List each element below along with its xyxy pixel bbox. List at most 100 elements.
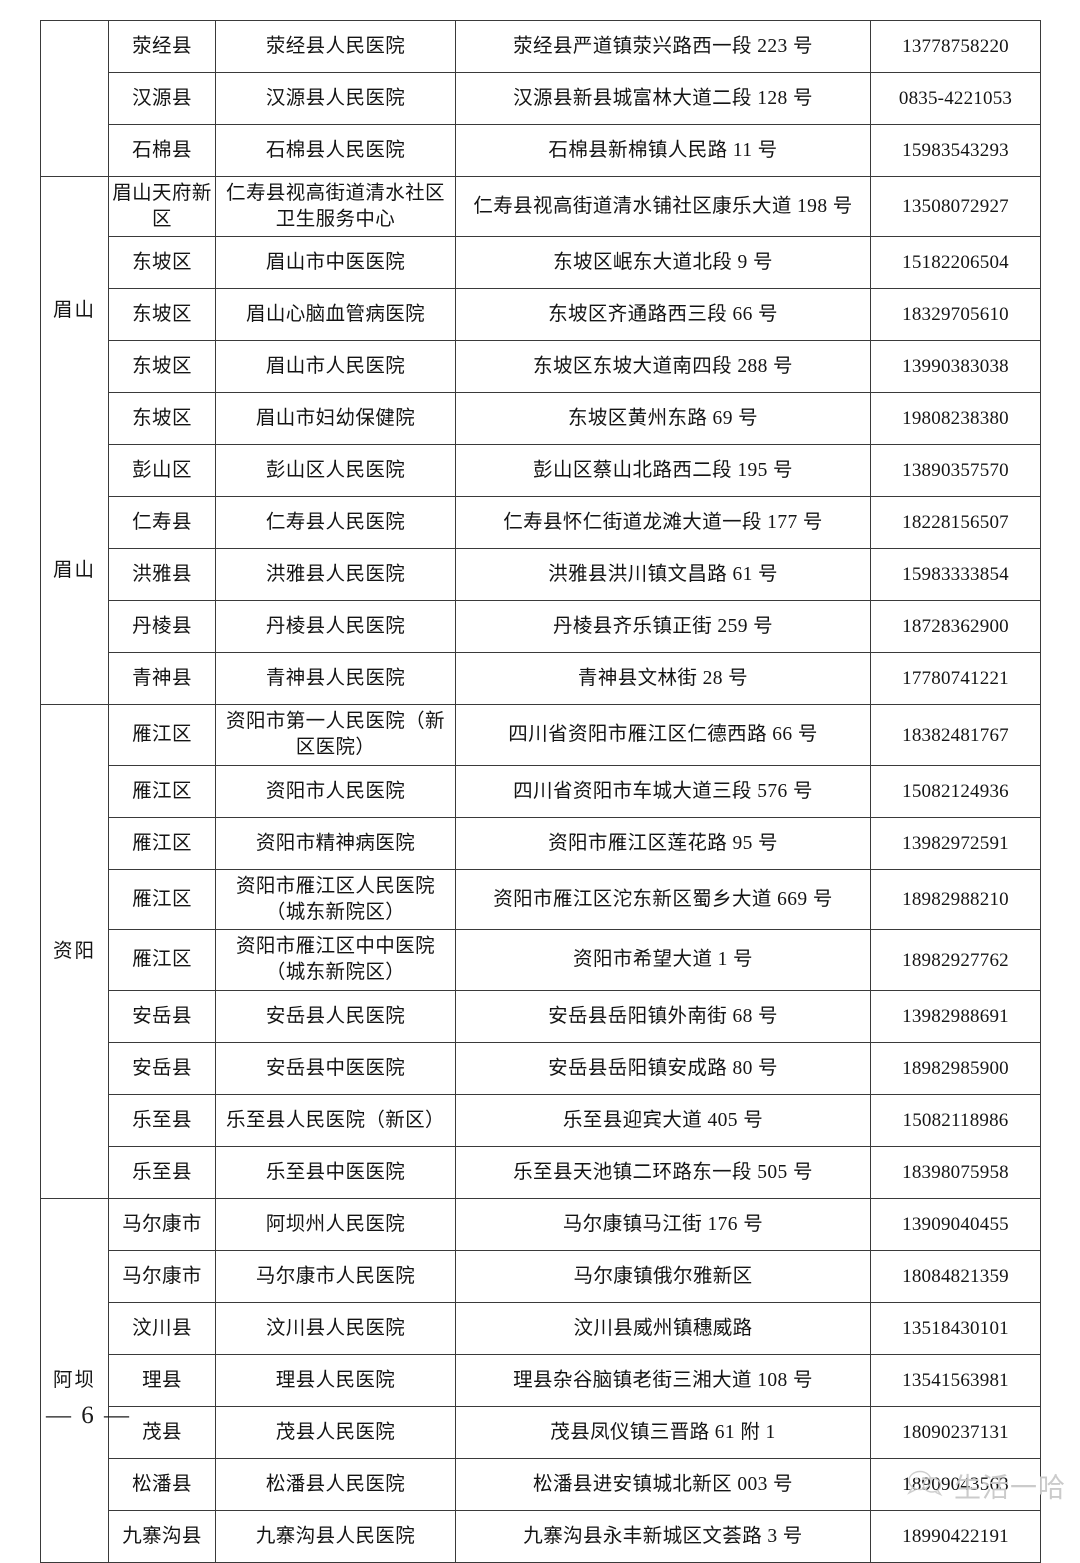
district-cell: 茂县 bbox=[108, 1405, 216, 1459]
address-cell: 资阳市希望大道 1 号 bbox=[455, 929, 871, 991]
hospital-name-cell: 汶川县人民医院 bbox=[215, 1301, 456, 1355]
table-row: 汶川县 汶川县人民医院 汶川县威州镇穗威路 13518430101 bbox=[41, 1301, 1041, 1355]
hospital-directory-table-wrapper: 荥经县 荥经县人民医院 荥经县严道镇荥兴路西一段 223 号 13778758220 汉… bbox=[40, 20, 1041, 1563]
district-cell: 彭山区 bbox=[108, 444, 216, 498]
address-cell: 彭山区蔡山北路西二段 195 号 bbox=[455, 444, 871, 498]
phone-cell: 18090237131 bbox=[870, 1405, 1041, 1459]
address-cell: 荥经县严道镇荥兴路西一段 223 号 bbox=[455, 20, 871, 73]
district-cell: 理县 bbox=[108, 1353, 216, 1407]
page-number: — 6 — bbox=[46, 1402, 131, 1429]
hospital-name-cell: 马尔康市人民医院 bbox=[215, 1249, 456, 1303]
district-cell: 东坡区 bbox=[108, 236, 216, 290]
wechat-speech-bubble-icon bbox=[905, 1468, 947, 1503]
address-cell: 丹棱县齐乐镇正街 259 号 bbox=[455, 600, 871, 654]
hospital-name-cell: 资阳市精神病医院 bbox=[215, 816, 456, 870]
address-cell: 仁寿县视高街道清水铺社区康乐大道 198 号 bbox=[455, 175, 871, 238]
hospital-name-cell: 安岳县中医医院 bbox=[215, 1041, 456, 1095]
table-row: 眉山 眉山 眉山天府新区 仁寿县视高街道清水社区卫生服务中心 仁寿县视高街道清水铺社区康… bbox=[40, 175, 1041, 706]
address-cell: 马尔康镇俄尔雅新区 bbox=[455, 1249, 871, 1303]
hospital-name-cell: 乐至县中医医院 bbox=[215, 1145, 456, 1199]
address-cell: 东坡区齐通路西三段 66 号 bbox=[455, 288, 871, 342]
address-cell: 仁寿县怀仁街道龙滩大道一段 177 号 bbox=[455, 496, 871, 550]
address-cell: 汉源县新县城富林大道二段 128 号 bbox=[455, 72, 871, 125]
phone-cell: 0835-4221053 bbox=[870, 72, 1041, 125]
district-cell: 乐至县 bbox=[108, 1093, 216, 1147]
district-cell: 丹棱县 bbox=[108, 600, 216, 654]
district-cell: 东坡区 bbox=[108, 340, 216, 394]
address-cell: 东坡区东坡大道南四段 288 号 bbox=[455, 340, 871, 394]
district-cell: 青神县 bbox=[108, 652, 216, 706]
district-cell: 石棉县 bbox=[108, 124, 216, 177]
table-row: 东坡区 眉山市妇幼保健院 东坡区黄州东路 69 号 19808238380 bbox=[41, 392, 1041, 446]
watermark: 生活一哈 bbox=[905, 1466, 1066, 1505]
phone-cell: 18228156507 bbox=[870, 496, 1041, 550]
phone-cell: 15983543293 bbox=[870, 124, 1041, 177]
phone-cell: 18990422191 bbox=[870, 1509, 1041, 1563]
table-row: 仁寿县 仁寿县人民医院 仁寿县怀仁街道龙滩大道一段 177 号 18228156507 bbox=[41, 496, 1041, 550]
hospital-name-cell: 资阳市人民医院 bbox=[215, 764, 456, 818]
phone-cell: 19808238380 bbox=[870, 392, 1041, 446]
hospital-name-cell: 青神县人民医院 bbox=[215, 652, 456, 706]
table-row: 青神县 青神县人民医院 青神县文林街 28 号 17780741221 bbox=[41, 652, 1041, 706]
document-page: 荥经县 荥经县人民医院 荥经县严道镇荥兴路西一段 223 号 13778758220 汉… bbox=[40, 20, 1066, 1563]
hospital-directory-table: 荥经县 荥经县人民医院 荥经县严道镇荥兴路西一段 223 号 13778758220 汉… bbox=[40, 20, 1041, 1563]
city-cell: 资阳 bbox=[40, 704, 109, 1199]
table-row: 汉源县 汉源县人民医院 汉源县新县城富林大道二段 128 号 0835-4221053 bbox=[41, 72, 1041, 125]
district-cell: 洪雅县 bbox=[108, 548, 216, 602]
city-label-repeat: 眉山 bbox=[52, 559, 96, 581]
district-cell: 眉山天府新区 bbox=[108, 175, 216, 238]
district-cell: 雁江区 bbox=[108, 704, 216, 766]
table-row: 资阳 雁江区 资阳市第一人民医院（新区医院） 四川省资阳市雁江区仁德西路 66 号 18… bbox=[40, 704, 1041, 1199]
district-cell: 安岳县 bbox=[108, 1041, 216, 1095]
district-cell: 荥经县 bbox=[108, 20, 216, 73]
table-body: 荥经县 荥经县人民医院 荥经县严道镇荥兴路西一段 223 号 13778758220 汉… bbox=[40, 20, 1041, 1563]
district-cell: 雁江区 bbox=[108, 764, 216, 818]
hospital-name-cell: 资阳市第一人民医院（新区医院） bbox=[215, 704, 456, 766]
district-cell: 乐至县 bbox=[108, 1145, 216, 1199]
hospital-name-cell: 资阳市雁江区人民医院（城东新院区） bbox=[215, 868, 456, 931]
phone-cell: 13982972591 bbox=[870, 816, 1041, 870]
hospital-name-cell: 眉山市人民医院 bbox=[215, 340, 456, 394]
phone-cell: 13541563981 bbox=[870, 1353, 1041, 1407]
phone-cell: 13778758220 bbox=[870, 20, 1041, 73]
city-cell bbox=[40, 20, 109, 177]
table-row: 雁江区 资阳市雁江区人民医院（城东新院区） 资阳市雁江区沱东新区蜀乡大道 669 号… bbox=[41, 868, 1041, 931]
district-cell: 雁江区 bbox=[108, 816, 216, 870]
hospital-name-cell: 石棉县人民医院 bbox=[215, 124, 456, 177]
address-cell: 东坡区黄州东路 69 号 bbox=[455, 392, 871, 446]
table-row: 九寨沟县 九寨沟县人民医院 九寨沟县永丰新城区文荟路 3 号 18990422191 bbox=[41, 1509, 1041, 1563]
address-cell: 茂县凤仪镇三晋路 61 附 1 bbox=[455, 1405, 871, 1459]
phone-cell: 18982985900 bbox=[870, 1041, 1041, 1095]
phone-cell: 18398075958 bbox=[870, 1145, 1041, 1199]
table-row: 彭山区 彭山区人民医院 彭山区蔡山北路西二段 195 号 13890357570 bbox=[41, 444, 1041, 498]
city-cell: 阿坝 bbox=[40, 1197, 109, 1563]
address-cell: 资阳市雁江区沱东新区蜀乡大道 669 号 bbox=[455, 868, 871, 931]
table-row: 洪雅县 洪雅县人民医院 洪雅县洪川镇文昌路 61 号 15983333854 bbox=[41, 548, 1041, 602]
city-label: 眉山 bbox=[52, 300, 96, 321]
address-cell: 马尔康镇马江街 176 号 bbox=[455, 1197, 871, 1251]
hospital-name-cell: 汉源县人民医院 bbox=[215, 72, 456, 125]
district-cell: 东坡区 bbox=[108, 392, 216, 446]
address-cell: 安岳县岳阳镇外南街 68 号 bbox=[455, 989, 871, 1043]
phone-cell: 15082118986 bbox=[870, 1093, 1041, 1147]
address-cell: 松潘县进安镇城北新区 003 号 bbox=[455, 1457, 871, 1511]
district-cell: 汉源县 bbox=[108, 72, 216, 125]
phone-cell: 17780741221 bbox=[870, 652, 1041, 706]
table-row: 东坡区 眉山心脑血管病医院 东坡区齐通路西三段 66 号 18329705610 bbox=[41, 288, 1041, 342]
table-row: 马尔康市 马尔康市人民医院 马尔康镇俄尔雅新区 18084821359 bbox=[41, 1249, 1041, 1303]
district-cell: 九寨沟县 bbox=[108, 1509, 216, 1563]
hospital-name-cell: 九寨沟县人民医院 bbox=[215, 1509, 456, 1563]
hospital-name-cell: 松潘县人民医院 bbox=[215, 1457, 456, 1511]
phone-cell: 15082124936 bbox=[870, 764, 1041, 818]
phone-cell: 15182206504 bbox=[870, 236, 1041, 290]
phone-cell: 13518430101 bbox=[870, 1301, 1041, 1355]
phone-cell: 13508072927 bbox=[870, 175, 1041, 238]
address-cell: 青神县文林街 28 号 bbox=[455, 652, 871, 706]
table-row: 丹棱县 丹棱县人民医院 丹棱县齐乐镇正街 259 号 18728362900 bbox=[41, 600, 1041, 654]
address-cell: 石棉县新棉镇人民路 11 号 bbox=[455, 124, 871, 177]
district-cell: 雁江区 bbox=[108, 929, 216, 991]
address-cell: 四川省资阳市雁江区仁德西路 66 号 bbox=[455, 704, 871, 766]
address-cell: 安岳县岳阳镇安成路 80 号 bbox=[455, 1041, 871, 1095]
watermark-label: 生活一哈 bbox=[954, 1473, 1066, 1503]
phone-cell: 13909040455 bbox=[870, 1197, 1041, 1251]
